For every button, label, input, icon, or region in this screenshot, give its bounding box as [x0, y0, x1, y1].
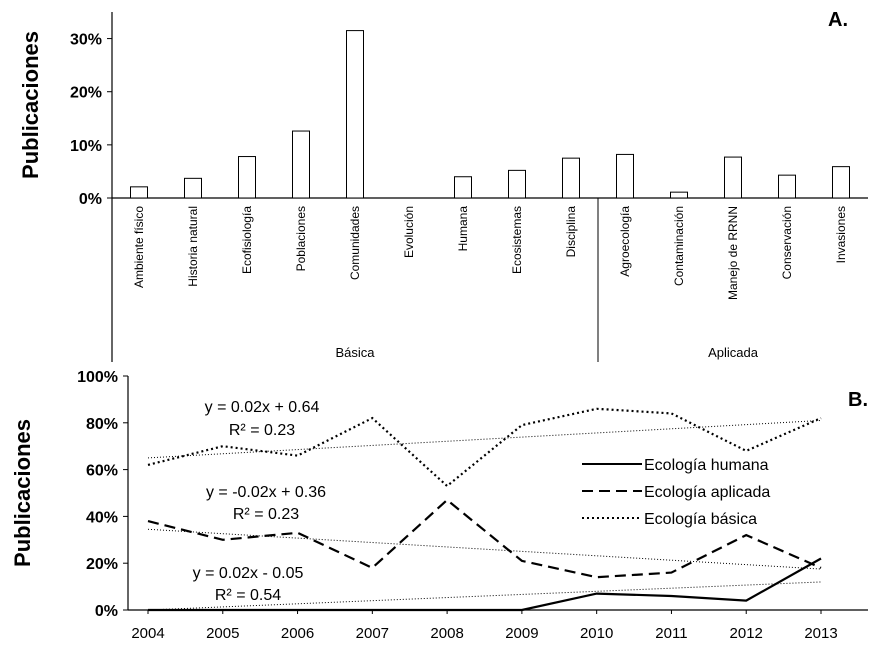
- panel-a-category-label: Contaminación: [672, 206, 686, 286]
- panel-a-category-label: Humana: [456, 206, 470, 252]
- panel-b-ytick-label: 60%: [86, 463, 118, 480]
- panel-a-bar: [455, 177, 472, 198]
- panel-a-category-label: Historia natural: [186, 206, 200, 287]
- panel-a-ytick-label: 30%: [70, 32, 102, 49]
- panel-b-legend-label: Ecología básica: [644, 511, 757, 528]
- panel-a-group-label: Aplicada: [708, 345, 759, 360]
- panel-a-ytick-label: 20%: [70, 85, 102, 102]
- panel-a-ytick-label: 0%: [79, 191, 102, 208]
- panel-a-bar: [131, 187, 148, 198]
- panel-a-bar: [671, 192, 688, 198]
- panel-b-label: B.: [848, 389, 868, 411]
- panel-a-bar: [509, 170, 526, 198]
- panel-b-ytick-label: 100%: [77, 369, 118, 386]
- panel-b-trend-r2: R² = 0.54: [215, 587, 281, 604]
- panel-a-category-label: Manejo de RRNN: [726, 206, 740, 300]
- panel-b-ytick-label: 20%: [86, 556, 118, 573]
- panel-b-ytick-label: 40%: [86, 509, 118, 526]
- panel-a-bar: [779, 175, 796, 198]
- panel-a-category-label: Conservación: [780, 206, 794, 279]
- panel-a-bar: [563, 158, 580, 198]
- panel-a-bar: [725, 157, 742, 198]
- panel-a-category-label: Evolución: [402, 206, 416, 258]
- panel-b-xtick-label: 2012: [730, 625, 763, 642]
- panel-b-legend-label: Ecología humana: [644, 457, 769, 474]
- panel-a-bar: [293, 131, 310, 198]
- panel-a-group-label: Básica: [335, 345, 375, 360]
- panel-a-category-label: Ambiente físico: [132, 206, 146, 288]
- panel-a-category-label: Invasiones: [834, 206, 848, 263]
- panel-a-bar: [617, 154, 634, 198]
- panel-a-bar: [833, 167, 850, 198]
- panel-a-bar: [239, 157, 256, 198]
- panel-b-xtick-label: 2013: [804, 625, 837, 642]
- panel-b-legend-label: Ecología aplicada: [644, 484, 770, 501]
- panel-b-xtick-label: 2006: [281, 625, 314, 642]
- panel-a-ytick-label: 10%: [70, 138, 102, 155]
- panel-a-category-label: Comunidades: [348, 206, 362, 280]
- panel-b-xtick-label: 2009: [505, 625, 538, 642]
- panel-a-ylabel: Publicaciones: [18, 31, 43, 179]
- panel-a-bar: [185, 178, 202, 198]
- panel-b-ylabel: Publicaciones: [10, 419, 35, 567]
- panel-a-category-label: Agroecología: [618, 206, 632, 277]
- panel-b-trend-r2: R² = 0.23: [233, 506, 299, 523]
- panel-b-xtick-label: 2008: [430, 625, 463, 642]
- panel-b-trend-equation: y = -0.02x + 0.36: [206, 484, 326, 501]
- panel-b-series-line: [148, 409, 821, 486]
- panel-b-xtick-label: 2011: [655, 625, 687, 642]
- panel-b-xtick-label: 2010: [580, 625, 613, 642]
- panel-b-xtick-label: 2004: [131, 625, 164, 642]
- panel-b-trend-equation: y = 0.02x + 0.64: [205, 399, 320, 416]
- panel-a-bar: [347, 31, 364, 198]
- panel-a-category-label: Poblaciones: [294, 206, 308, 271]
- panel-a-category-label: Ecosistemas: [510, 206, 524, 274]
- panel-b-ytick-label: 80%: [86, 416, 118, 433]
- panel-a-category-label: Ecofisiología: [240, 206, 254, 274]
- panel-b-ytick-label: 0%: [95, 603, 118, 620]
- panel-a-category-label: Disciplina: [564, 206, 578, 258]
- panel-a-plot: 0% 10% 20% 30% Ambiente físico Historia natur…: [70, 12, 868, 362]
- panel-b-xtick-label: 2007: [356, 625, 389, 642]
- panel-b-plot: 0% 20% 40% 60% 80% 100% 2004 2005 2006 2007 2008 20…: [77, 369, 868, 642]
- panel-b-xtick-label: 2005: [206, 625, 239, 642]
- panel-b-trend-r2: R² = 0.23: [229, 422, 295, 439]
- panel-b-trend-equation: y = 0.02x - 0.05: [193, 565, 304, 582]
- panel-a-label: A.: [828, 9, 848, 31]
